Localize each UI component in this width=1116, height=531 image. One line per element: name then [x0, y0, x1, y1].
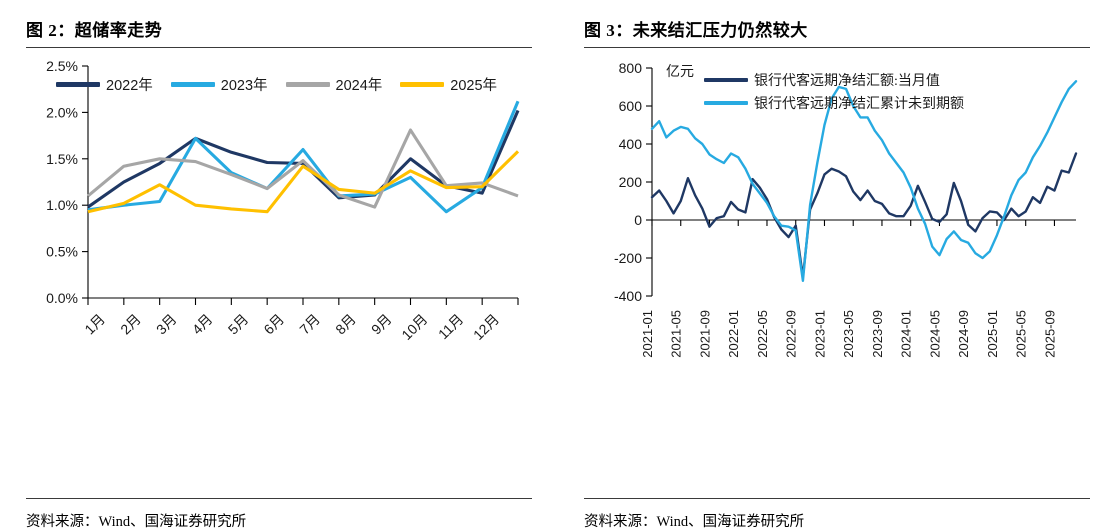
legend-swatch-icon [400, 82, 445, 87]
legend-label: 2024年 [335, 78, 383, 94]
series-line-0 [650, 152, 1078, 279]
y-tick-label: 1.0% [46, 197, 78, 213]
x-tick-label: 2025-05 [1014, 310, 1029, 358]
x-tick-label: 8月 [332, 311, 359, 338]
x-tick-label: 2月 [117, 311, 144, 338]
figure-3-title-rule [584, 47, 1090, 48]
series-line-3 [87, 150, 520, 214]
x-tick-label: 4月 [189, 311, 216, 338]
legend-item-0: 银行代客远期净结汇额:当月值 [704, 70, 940, 90]
y-tick-label: 0 [634, 212, 642, 228]
figure-2-chart-area: 2022年 2023年 2024年 2025年 0.0% 0.5% 1.0% 1.5% 2.0… [26, 48, 532, 498]
legend-item-3: 2025年 [400, 74, 497, 95]
x-tick-label: 2022-05 [755, 310, 770, 358]
x-tick-label: 2021-05 [669, 310, 684, 358]
legend-swatch-icon [285, 82, 330, 87]
y-tick-label: 0.0% [46, 290, 78, 306]
legend-item-2: 2024年 [285, 74, 383, 95]
x-tick-label: 6月 [260, 311, 287, 338]
x-tick-label: 2025-01 [985, 310, 1000, 358]
y-tick-label: 0.5% [46, 244, 78, 260]
y-tick-label: 1.5% [46, 151, 78, 167]
y-tick-label: 800 [619, 60, 643, 76]
x-tick-label: 2024-05 [927, 310, 942, 358]
legend-swatch-icon [704, 77, 748, 83]
figure-3-source: 资料来源：Wind、国海证券研究所 [584, 514, 805, 530]
x-tick-label: 11月 [435, 311, 466, 342]
x-tick-label: 3月 [153, 311, 180, 338]
legend-label: 2023年 [220, 78, 268, 94]
x-tick-label: 9月 [368, 311, 395, 338]
x-tick-label: 1月 [81, 311, 108, 338]
y-tick-label: 200 [619, 174, 643, 190]
series-line-1 [650, 80, 1078, 282]
legend-swatch-icon [170, 82, 215, 87]
y-tick-label: 600 [619, 98, 643, 114]
x-tick-label: 2023-05 [841, 310, 856, 358]
figure-3-plot: -400 -200 0 200 400 600 800 亿元 2021-01 2021-05 202… [614, 60, 1078, 358]
y-tick-label: -200 [614, 250, 642, 266]
legend-label: 银行代客远期净结汇额:当月值 [754, 74, 940, 89]
x-tick-label: 2022-01 [726, 310, 741, 358]
x-tick-label: 2023-09 [870, 310, 885, 358]
figure-3-chart-area: 银行代客远期净结汇额:当月值银行代客远期净结汇累计未到期额 -400 -200 0 2… [584, 48, 1090, 498]
y-tick-label: 2.0% [46, 104, 78, 120]
x-tick-label: 2025-09 [1042, 310, 1057, 358]
series-line-1 [87, 100, 520, 214]
x-tick-label: 2023-01 [812, 310, 827, 358]
figure-3-source-rule [584, 498, 1090, 499]
legend-swatch-icon [56, 82, 100, 87]
legend-label: 2025年 [450, 78, 498, 94]
legend-swatch-icon [704, 100, 748, 106]
figure-2-plot: 0.0% 0.5% 1.0% 1.5% 2.0% 2.5% 1月 2月 3月 4月 5月 6月 7月 8月… [46, 58, 520, 343]
figure-2-source: 资料来源：Wind、国海证券研究所 [26, 514, 247, 530]
x-tick-label: 2024-01 [899, 310, 914, 358]
x-tick-label: 2022-09 [784, 310, 799, 358]
series-line-2 [87, 128, 519, 209]
x-tick-label: 2024-09 [956, 310, 971, 358]
y-tick-label: 2.5% [46, 58, 78, 74]
figure-3-title: 图 3：未来结汇压力仍然较大 [584, 21, 808, 40]
legend-item-1: 银行代客远期净结汇累计未到期额 [704, 93, 964, 113]
figure-2-title: 图 2：超储率走势 [26, 21, 163, 40]
figure-2-title-rule [26, 47, 532, 48]
panel-figure-3: 图 3：未来结汇压力仍然较大 银行代客远期净结汇额:当月值银行代客远期净结汇累计… [558, 0, 1116, 531]
x-tick-label: 10月 [398, 311, 430, 343]
x-tick-label: 2021-01 [640, 310, 655, 358]
legend-label: 2022年 [106, 78, 153, 94]
figure-3-legend: 银行代客远期净结汇额:当月值银行代客远期净结汇累计未到期额 [704, 70, 964, 116]
legend-label: 银行代客远期净结汇累计未到期额 [754, 97, 964, 112]
legend-item-0: 2022年 [56, 74, 153, 95]
y-tick-label: 400 [619, 136, 643, 152]
x-tick-label: 12月 [470, 311, 502, 343]
figure-2-source-rule [26, 498, 532, 499]
legend-item-1: 2023年 [170, 74, 268, 95]
x-tick-label: 7月 [296, 311, 323, 338]
y-tick-label: -400 [614, 288, 642, 304]
x-tick-label: 2021-09 [697, 310, 712, 358]
panel-figure-2: 图 2：超储率走势 2022年 2023年 2024年 2025年 0.0% 0.5% 1… [26, 21, 532, 530]
x-tick-label: 5月 [225, 311, 252, 338]
y-axis-unit-label: 亿元 [666, 64, 694, 80]
figure-2-legend: 2022年 2023年 2024年 2025年 [56, 74, 497, 95]
